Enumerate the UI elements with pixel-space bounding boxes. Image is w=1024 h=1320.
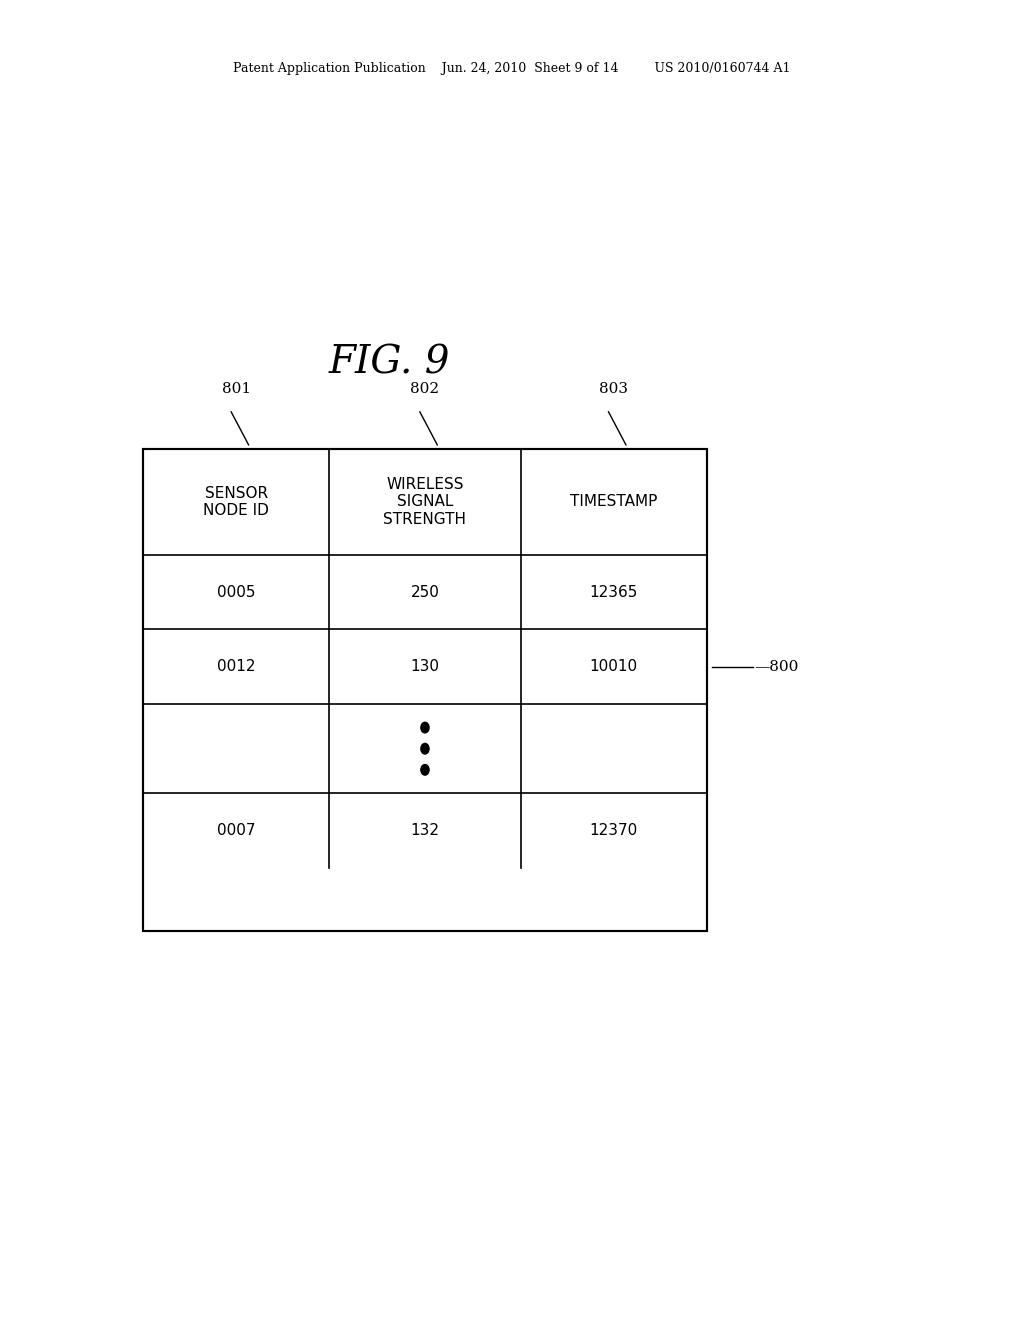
Circle shape	[421, 764, 429, 775]
Text: SENSOR
NODE ID: SENSOR NODE ID	[204, 486, 269, 517]
Text: 0007: 0007	[217, 824, 256, 838]
Text: —800: —800	[755, 660, 799, 673]
Text: FIG. 9: FIG. 9	[329, 345, 450, 381]
Text: TIMESTAMP: TIMESTAMP	[570, 494, 657, 510]
Circle shape	[421, 722, 429, 733]
Text: 132: 132	[411, 824, 439, 838]
Text: 0005: 0005	[217, 585, 256, 599]
Text: 0012: 0012	[217, 659, 256, 675]
Bar	[143, 449, 707, 931]
Text: 803: 803	[599, 381, 628, 396]
Circle shape	[421, 743, 429, 754]
Text: 10010: 10010	[590, 659, 638, 675]
Text: 250: 250	[411, 585, 439, 599]
Text: Patent Application Publication    Jun. 24, 2010  Sheet 9 of 14         US 2010/0: Patent Application Publication Jun. 24, …	[233, 62, 791, 75]
Text: 801: 801	[222, 381, 251, 396]
Text: WIRELESS
SIGNAL
STRENGTH: WIRELESS SIGNAL STRENGTH	[383, 477, 467, 527]
Text: 130: 130	[411, 659, 439, 675]
Text: 12365: 12365	[590, 585, 638, 599]
Text: 802: 802	[411, 381, 439, 396]
Text: 12370: 12370	[590, 824, 638, 838]
